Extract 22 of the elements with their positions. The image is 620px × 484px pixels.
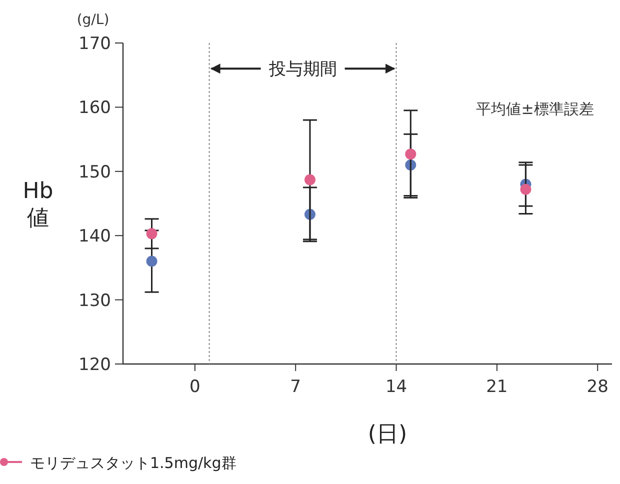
x-tick-label: 28 bbox=[586, 377, 608, 397]
annotation: 平均値±標準誤差 bbox=[476, 100, 594, 118]
point bbox=[146, 256, 158, 267]
y-tick-label: 140 bbox=[78, 226, 111, 247]
y-tick-label: 120 bbox=[78, 355, 111, 375]
x-tick-label: 14 bbox=[385, 377, 408, 397]
point bbox=[304, 174, 316, 186]
x-tick-label: 7 bbox=[290, 377, 301, 397]
point bbox=[405, 148, 416, 160]
annotation: 投与期間 bbox=[268, 60, 337, 80]
x-tick-label: 0 bbox=[190, 377, 200, 397]
point bbox=[146, 228, 158, 240]
text: (g/L) bbox=[76, 12, 110, 28]
y-tick-label: 160 bbox=[78, 98, 111, 118]
x-tick-label: 21 bbox=[486, 377, 508, 397]
point bbox=[520, 184, 532, 195]
y-axis-title: Hb 値 bbox=[22, 179, 54, 231]
y-tick-label: 130 bbox=[78, 290, 111, 311]
x-axis-title: (日) bbox=[368, 422, 408, 447]
legend: モリデュスタット1.5mg/kg群 bbox=[0, 454, 236, 472]
y-tick-label: 150 bbox=[78, 162, 111, 182]
y-tick-label: 170 bbox=[78, 34, 111, 54]
